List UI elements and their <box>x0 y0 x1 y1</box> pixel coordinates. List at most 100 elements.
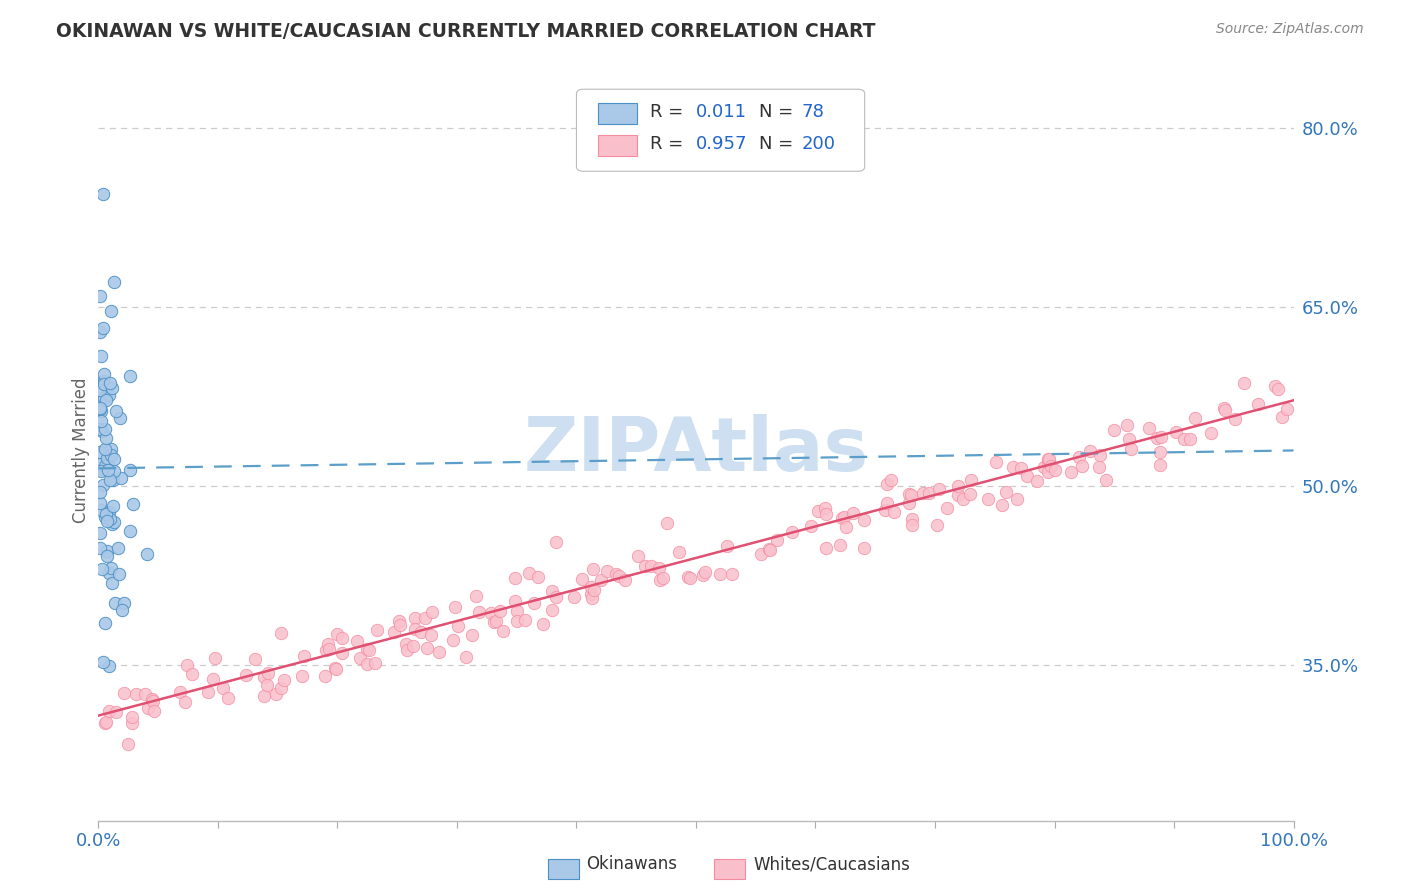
Point <box>828 538 851 552</box>
Point <box>404 611 426 625</box>
Point <box>1150 429 1173 443</box>
Point <box>96 431 118 445</box>
Point <box>832 509 855 524</box>
Point <box>541 584 564 599</box>
Point <box>105 404 128 418</box>
Point <box>89 401 111 415</box>
Point <box>1225 412 1247 426</box>
Point <box>176 658 198 673</box>
Point <box>134 687 156 701</box>
Point <box>900 512 922 526</box>
Point <box>98 512 121 526</box>
Point <box>1116 417 1139 432</box>
Point <box>589 573 612 587</box>
Point <box>1078 444 1101 458</box>
Point <box>91 655 114 669</box>
Point <box>100 576 122 591</box>
Point <box>1164 425 1187 439</box>
Point <box>716 539 738 553</box>
Point <box>492 624 515 638</box>
Point <box>181 667 204 681</box>
Point <box>605 567 627 582</box>
Point <box>758 541 780 556</box>
Point <box>607 569 630 583</box>
Point <box>815 541 838 556</box>
Point <box>1149 444 1171 458</box>
Point <box>100 376 122 391</box>
Point <box>97 505 120 519</box>
Point <box>117 737 139 751</box>
Point <box>876 476 898 491</box>
Point <box>1071 459 1094 474</box>
Point <box>235 668 257 682</box>
Point <box>780 525 803 540</box>
Point <box>96 451 118 466</box>
Text: 200: 200 <box>801 135 835 153</box>
Point <box>100 448 122 462</box>
Point <box>1118 432 1140 446</box>
Point <box>94 715 117 730</box>
Point <box>211 681 233 696</box>
Point <box>89 289 111 303</box>
Point <box>103 464 125 478</box>
Point <box>648 573 671 587</box>
Point <box>1173 432 1195 446</box>
Point <box>389 618 412 632</box>
Point <box>579 587 602 601</box>
Point <box>105 705 128 719</box>
Point <box>1043 463 1066 477</box>
Point <box>582 583 605 598</box>
Point <box>382 624 405 639</box>
Point <box>89 399 111 413</box>
Point <box>326 627 349 641</box>
Point <box>107 541 129 555</box>
Text: R =: R = <box>650 103 689 120</box>
Point <box>323 661 346 675</box>
Point <box>90 465 112 479</box>
Point <box>97 457 120 471</box>
Point <box>984 455 1007 469</box>
Point <box>89 485 111 500</box>
Point <box>118 369 141 384</box>
Point <box>420 605 443 619</box>
Point <box>94 509 117 524</box>
Point <box>291 669 314 683</box>
Point <box>959 486 981 500</box>
Point <box>416 641 439 656</box>
Point <box>692 567 714 582</box>
Point <box>138 700 160 714</box>
Point <box>835 520 858 534</box>
Point <box>1060 465 1083 479</box>
Point <box>1139 421 1161 435</box>
Point <box>112 686 135 700</box>
Point <box>89 383 111 397</box>
Point <box>90 349 112 363</box>
Point <box>125 687 148 701</box>
Point <box>1247 397 1270 411</box>
Point <box>853 541 876 556</box>
Point <box>93 715 115 730</box>
Text: N =: N = <box>759 103 799 120</box>
Point <box>928 483 950 497</box>
Point <box>108 411 131 425</box>
Point <box>356 657 378 672</box>
Point <box>648 561 671 575</box>
Point <box>1088 460 1111 475</box>
Point <box>627 549 650 563</box>
Point <box>815 507 838 521</box>
Point <box>503 571 526 585</box>
Point <box>467 605 489 619</box>
Point <box>544 590 567 604</box>
Text: N =: N = <box>759 135 799 153</box>
Point <box>1149 458 1171 472</box>
Point <box>89 496 111 510</box>
Point <box>1005 491 1028 506</box>
Point <box>100 517 122 532</box>
Point <box>1038 452 1060 467</box>
Point <box>89 457 111 471</box>
Point <box>1036 454 1059 468</box>
Point <box>596 564 619 578</box>
Point <box>1088 448 1111 462</box>
Point <box>481 606 503 620</box>
Point <box>419 628 441 642</box>
